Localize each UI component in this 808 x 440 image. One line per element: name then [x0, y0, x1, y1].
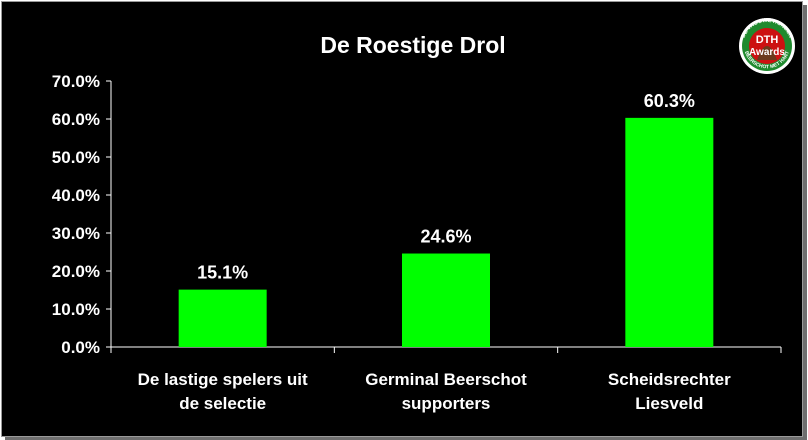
dth-awards-logo-icon: DTH Awards DE TROUWE HONDEN BEERSCHOT ME…: [739, 18, 795, 74]
bar: [625, 117, 714, 347]
y-tick-label: 30.0%: [52, 224, 100, 243]
data-labels: 15.1% 24.6% 60.3%: [197, 91, 695, 283]
category-label: supporters: [402, 394, 491, 413]
y-tick-label: 0.0%: [61, 338, 100, 357]
bar-series: [178, 117, 714, 347]
y-tick-label: 10.0%: [52, 300, 100, 319]
bar-chart: De Roestige Drol DTH Awards DE TROUWE HO…: [52, 18, 795, 413]
y-tick-label: 60.0%: [52, 110, 100, 129]
data-label: 60.3%: [644, 91, 695, 111]
category-label: De lastige spelers uit: [138, 370, 308, 389]
logo-text-main: Awards: [749, 47, 785, 58]
y-tick-label: 50.0%: [52, 148, 100, 167]
data-label: 24.6%: [420, 227, 471, 247]
y-axis: 0.0% 10.0% 20.0% 30.0% 40.0% 50.0% 60.0% 70.0%: [52, 72, 112, 357]
chart-title: De Roestige Drol: [320, 32, 505, 58]
category-label: Scheidsrechter: [608, 370, 731, 389]
logo-text-top: DTH: [756, 34, 779, 46]
x-axis: [110, 346, 782, 353]
category-label: Germinal Beerschot: [365, 370, 527, 389]
y-tick-label: 20.0%: [52, 262, 100, 281]
y-tick-label: 40.0%: [52, 186, 100, 205]
y-tick-label: 70.0%: [52, 72, 100, 91]
category-label: Liesveld: [635, 394, 703, 413]
category-labels: De lastige spelers uit de selectie Germina…: [138, 370, 732, 413]
category-label: de selectie: [179, 394, 266, 413]
data-label: 15.1%: [197, 263, 248, 283]
bar: [178, 289, 267, 347]
bar: [402, 253, 490, 347]
